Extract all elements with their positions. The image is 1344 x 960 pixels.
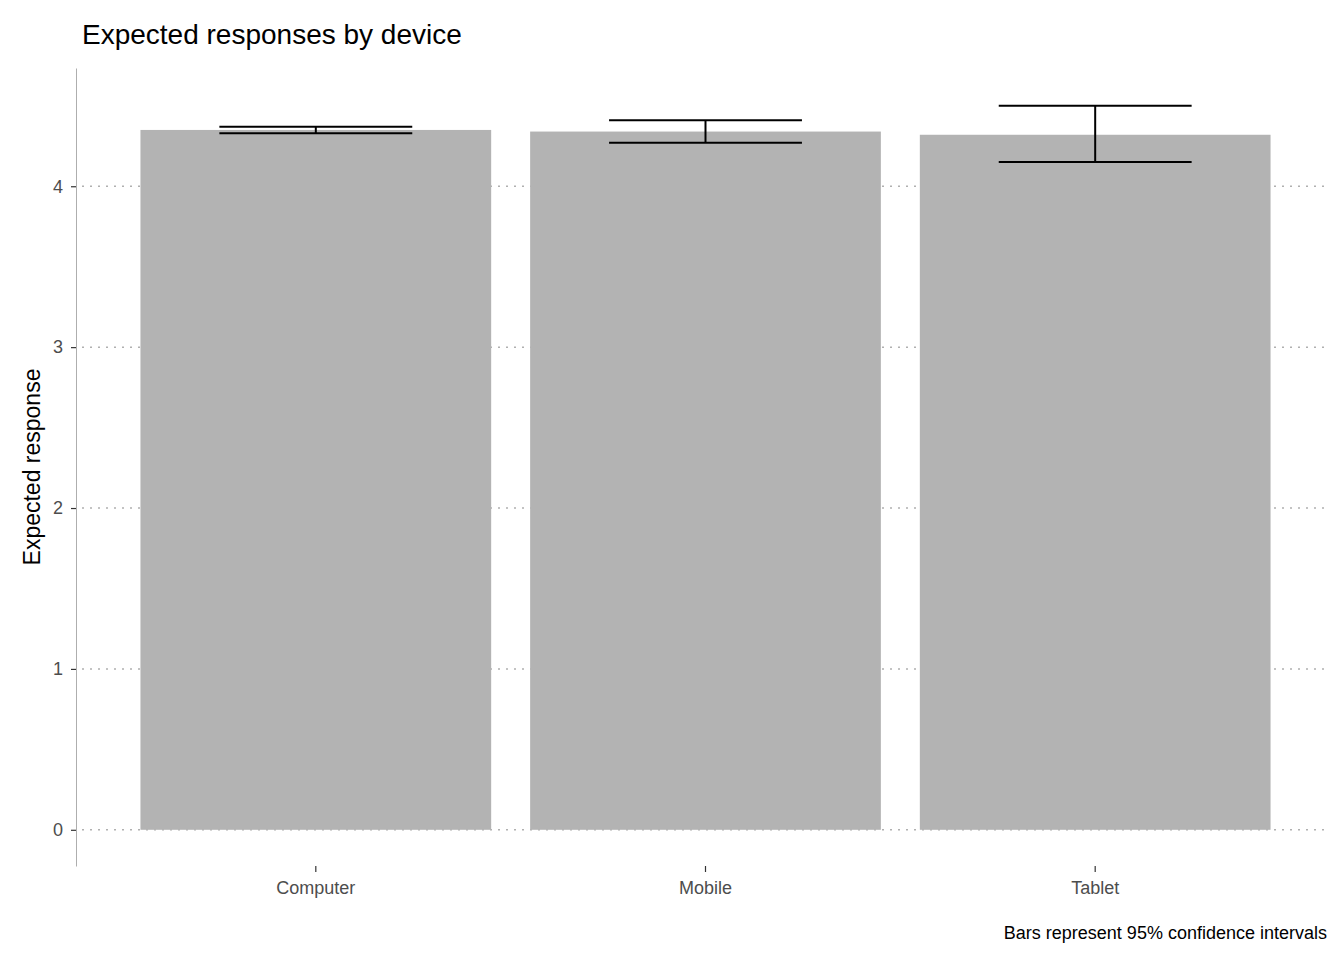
- x-tick-mark: [315, 866, 316, 872]
- error-bar: [219, 127, 412, 133]
- y-axis-line: [76, 69, 77, 867]
- error-bar-cap: [999, 105, 1192, 107]
- bar: [530, 132, 881, 830]
- x-tick-mark: [1095, 866, 1096, 872]
- y-tick: 1: [53, 659, 76, 679]
- x-tick: Computer: [276, 866, 355, 898]
- y-tick: 3: [53, 337, 76, 357]
- x-axis: Computer Mobile Tablet: [276, 866, 1119, 898]
- y-tick: 2: [53, 498, 76, 518]
- x-tick: Tablet: [1071, 866, 1119, 898]
- x-tick: Mobile: [679, 866, 732, 898]
- y-tick-mark: [71, 347, 76, 348]
- y-axis: 0 1 2 3 4: [53, 69, 77, 867]
- error-bar-stem: [1094, 106, 1096, 162]
- error-bar-stem: [705, 120, 707, 143]
- y-tick-label: 4: [53, 177, 63, 197]
- caption: Bars represent 95% confidence intervals: [1004, 923, 1327, 943]
- title: Expected responses by device: [82, 19, 462, 50]
- bar: [920, 135, 1271, 830]
- y-tick-label: 0: [53, 820, 63, 840]
- x-tick-mark: [705, 866, 706, 872]
- error-bar: [999, 106, 1192, 162]
- error-bar: [609, 120, 802, 143]
- bar: [140, 130, 491, 830]
- error-bar-cap: [999, 161, 1192, 163]
- y-tick: 0: [53, 820, 76, 840]
- y-tick-label: 1: [53, 659, 63, 679]
- error-bar-cap: [219, 132, 412, 134]
- y-tick-mark: [71, 830, 76, 831]
- error-bar-cap: [219, 126, 412, 128]
- error-bar-cap: [609, 119, 802, 121]
- chart: 0 1 2 3 4 Computer Mobile Tablet Expected respon…: [0, 0, 1344, 960]
- y-tick-mark: [71, 669, 76, 670]
- y-tick-mark: [71, 186, 76, 187]
- y-tick-label: 2: [53, 498, 63, 518]
- y-tick-label: 3: [53, 337, 63, 357]
- x-tick-label: Computer: [276, 878, 355, 898]
- y-tick: 4: [53, 177, 76, 197]
- x-tick-label: Mobile: [679, 878, 732, 898]
- y-tick-mark: [71, 508, 76, 509]
- y-axis-title: Expected response: [19, 369, 45, 566]
- plot-area: [140, 106, 1270, 830]
- error-bar-cap: [609, 142, 802, 144]
- x-tick-label: Tablet: [1071, 878, 1119, 898]
